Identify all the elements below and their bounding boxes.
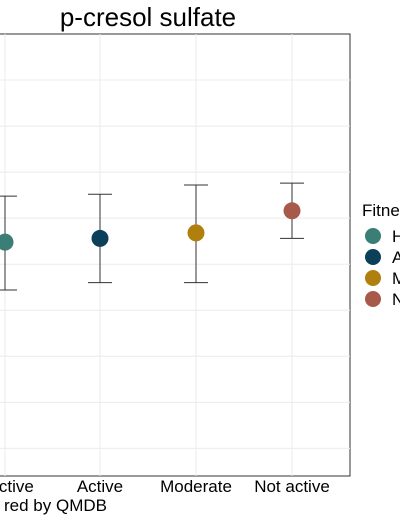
legend-label-0: H: [392, 227, 400, 246]
data-point-0: [0, 233, 14, 251]
legend-label-2: M: [392, 269, 400, 288]
x-axis-label: red by QMDB: [4, 496, 107, 515]
legend-key-1: [365, 249, 381, 265]
grid-lines: [0, 34, 350, 476]
data-point-1: [91, 229, 109, 247]
x-tick-label-1: Active: [77, 477, 123, 496]
data-point-2: [187, 224, 205, 242]
x-tick-label-2: Moderate: [160, 477, 232, 496]
legend-key-2: [365, 270, 381, 286]
chart-title: p-cresol sulfate: [60, 2, 236, 32]
legend-label-3: N: [392, 290, 400, 309]
data-point-3: [283, 202, 301, 220]
data-marks: [0, 182, 304, 291]
x-axis-tick-labels: y active Active Moderate Not active: [0, 477, 330, 496]
x-tick-label-0: y active: [0, 477, 34, 496]
x-tick-label-3: Not active: [254, 477, 330, 496]
legend-key-0: [365, 228, 381, 244]
plot-panel: [0, 33, 351, 477]
legend-key-3: [365, 291, 381, 307]
legend-label-1: A: [392, 248, 400, 267]
legend-title: Fitne: [362, 201, 400, 220]
